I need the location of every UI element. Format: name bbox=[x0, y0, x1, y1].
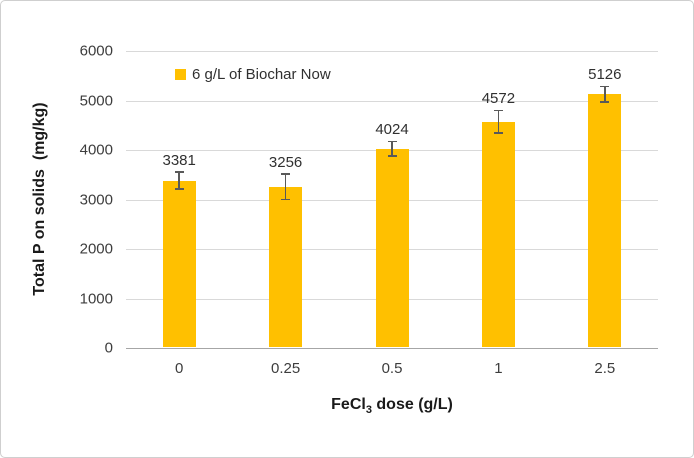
x-axis-title: FeCl3 dose (g/L) bbox=[331, 395, 453, 417]
error-bar bbox=[284, 173, 287, 200]
x-tick-label: 0.5 bbox=[381, 360, 403, 377]
bar bbox=[481, 121, 515, 347]
x-axis-title-subscript: 3 bbox=[365, 404, 372, 417]
x-axis-line bbox=[126, 347, 658, 349]
x-tick-label: 0 bbox=[175, 360, 184, 377]
bar-data-label: 4572 bbox=[481, 90, 516, 108]
y-tick-label: 6000 bbox=[79, 42, 113, 60]
y-axis-title: Total P on solids (mg/kg) bbox=[31, 102, 48, 296]
x-tick-label: 0.25 bbox=[270, 360, 301, 377]
y-tick-label: 1000 bbox=[79, 290, 113, 307]
error-bar bbox=[497, 110, 500, 134]
y-tick-label: 5000 bbox=[79, 92, 113, 109]
x-tick-label: 2.5 bbox=[594, 360, 616, 377]
error-bar-cap bbox=[493, 109, 503, 112]
legend: 6 g/L of Biochar Now bbox=[175, 67, 331, 82]
error-bar bbox=[391, 141, 393, 157]
bar-data-label: 5126 bbox=[588, 66, 622, 84]
bar bbox=[375, 148, 409, 347]
error-bar-cap bbox=[600, 101, 610, 103]
error-bar-cap bbox=[174, 171, 184, 173]
error-bar bbox=[604, 86, 606, 103]
error-bar-cap bbox=[281, 173, 291, 175]
x-axis-title-prefix: FeCl bbox=[331, 396, 366, 413]
error-bar-cap bbox=[281, 198, 291, 201]
error-bar-cap bbox=[600, 85, 610, 88]
bar-data-label: 4024 bbox=[375, 121, 409, 139]
error-bar-cap bbox=[174, 188, 184, 190]
bar bbox=[269, 186, 303, 347]
error-bar-cap bbox=[493, 132, 503, 134]
y-tick-label: 2000 bbox=[79, 240, 113, 258]
bar bbox=[588, 94, 622, 347]
bar-data-label: 3256 bbox=[268, 153, 303, 171]
bar bbox=[162, 180, 196, 347]
x-tick-label: 1 bbox=[494, 360, 503, 377]
bar-data-label: 3381 bbox=[162, 152, 196, 170]
gridline bbox=[126, 51, 658, 52]
error-bar-cap bbox=[387, 140, 397, 143]
x-axis-title-suffix: dose (g/L) bbox=[371, 396, 453, 413]
error-bar bbox=[178, 172, 180, 190]
gridline bbox=[126, 100, 658, 102]
legend-label: 6 g/L of Biochar Now bbox=[192, 66, 331, 83]
y-tick-label: 3000 bbox=[79, 191, 113, 208]
legend-swatch-icon bbox=[175, 69, 186, 80]
y-tick-label: 4000 bbox=[79, 141, 113, 159]
y-tick-label: 0 bbox=[104, 339, 113, 357]
error-bar-cap bbox=[387, 155, 397, 157]
